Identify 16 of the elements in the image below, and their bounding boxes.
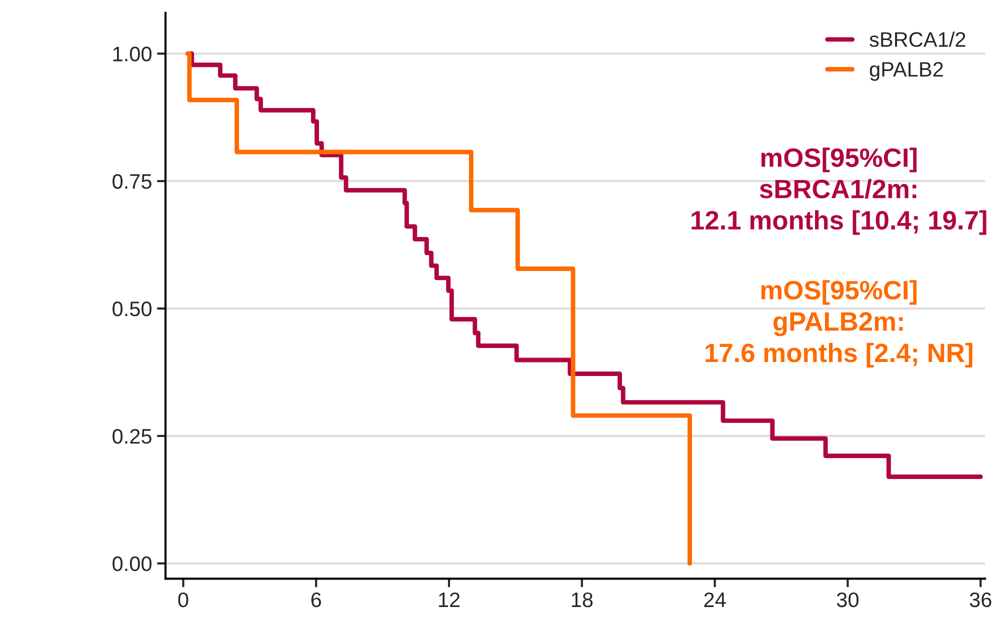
legend-label: sBRCA1/2 (870, 32, 966, 47)
x-tick-label: 24 (704, 592, 726, 607)
x-tick-label: 30 (836, 592, 858, 608)
y-tick-label: 0.25 (112, 428, 152, 444)
x-tick-label: 6 (311, 592, 321, 608)
x-tick-label: 0 (178, 592, 188, 608)
x-tick-label: 12 (439, 592, 460, 607)
y-tick-label: 0.75 (112, 174, 152, 189)
x-tick-label: 36 (970, 592, 992, 608)
annotation: mOS[95%CI] gPALB2m: 17.6 months [2.4; NR] (706, 280, 972, 368)
y-tick-label: 1.00 (113, 46, 152, 62)
x-tick-label: 18 (572, 592, 593, 608)
annotation: mOS[95%CI] sBRCA1/2m: 12.1 months [10.4; 19.7] (692, 148, 986, 235)
y-tick-label: 0.50 (112, 302, 152, 316)
y-tick-label: 0.00 (112, 556, 152, 572)
legend-label: gPALB2 (870, 62, 943, 81)
